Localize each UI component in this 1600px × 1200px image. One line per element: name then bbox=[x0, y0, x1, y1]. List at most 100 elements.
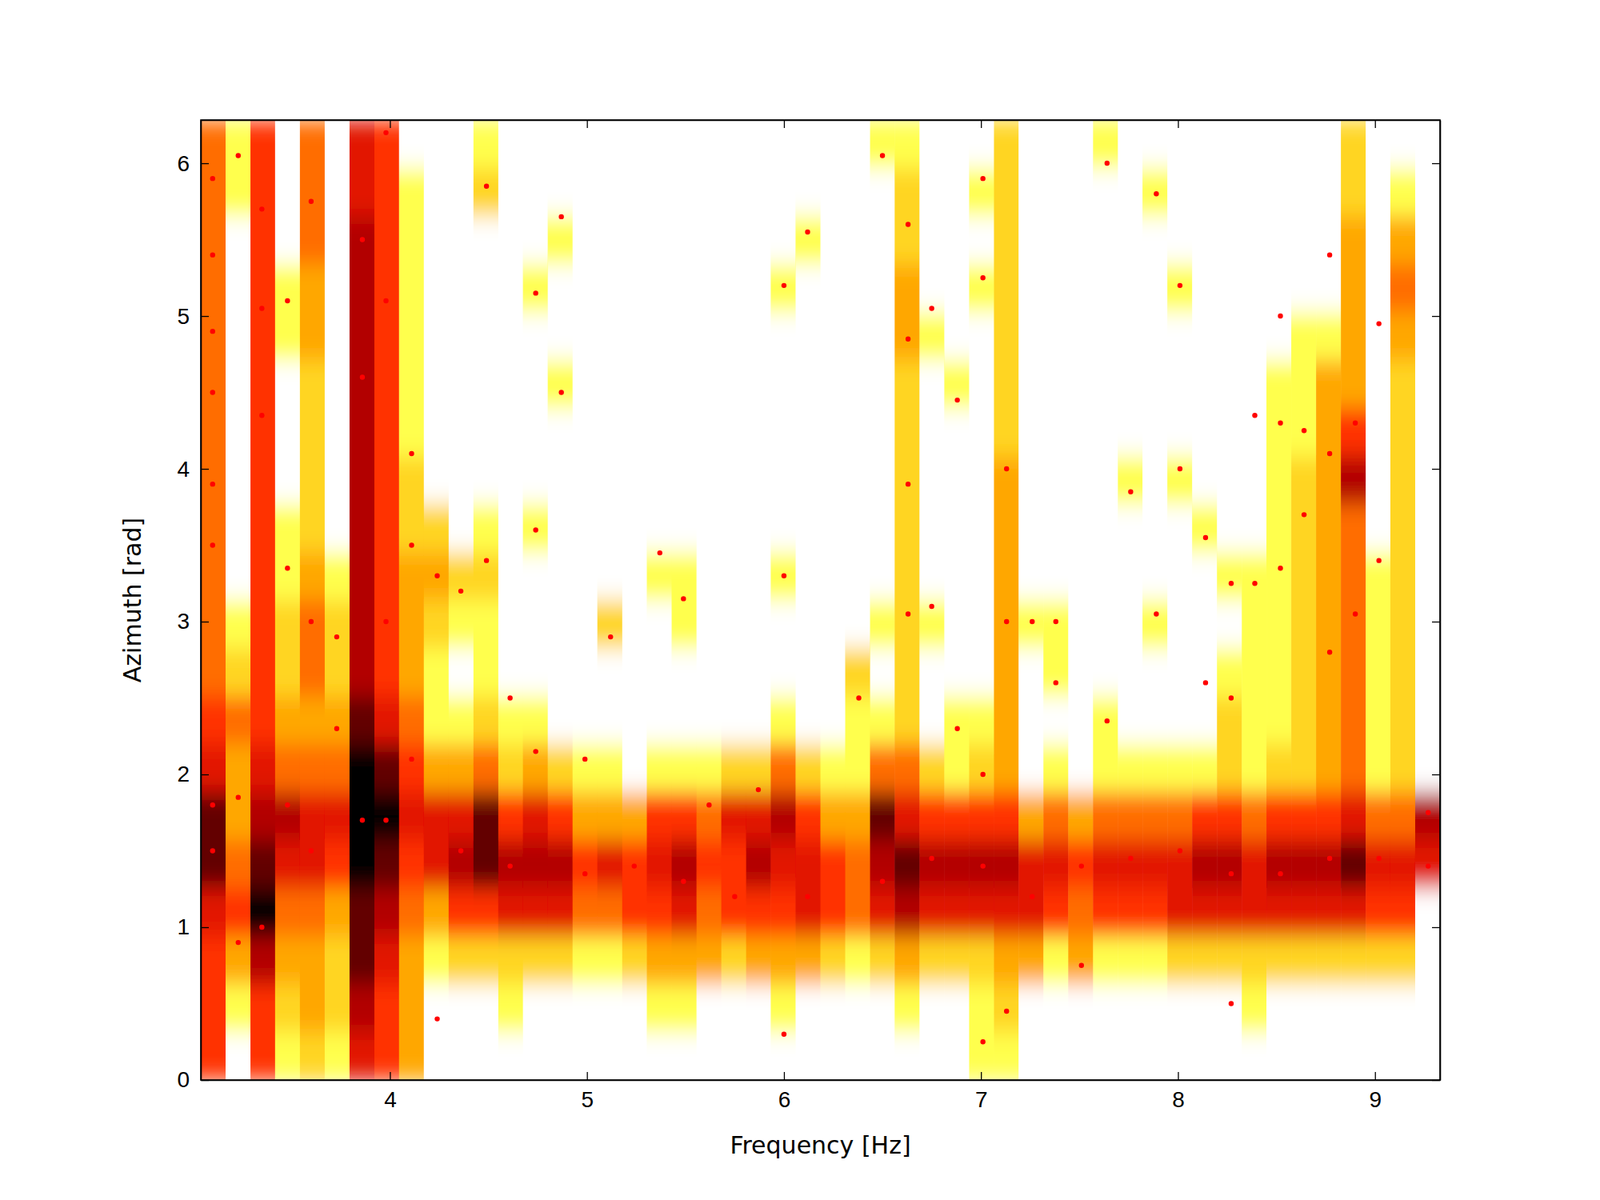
heat-cell bbox=[374, 551, 400, 600]
heat-cell bbox=[1291, 984, 1317, 1033]
tick: 3 bbox=[176, 608, 209, 634]
heat-cell bbox=[1390, 120, 1416, 168]
heat-cell bbox=[721, 791, 748, 840]
peak-point bbox=[1327, 252, 1332, 257]
heat-cell bbox=[200, 791, 227, 840]
heat-cell bbox=[548, 648, 574, 697]
plot-area bbox=[200, 120, 1440, 1080]
heat-cell bbox=[944, 263, 970, 312]
heat-cell bbox=[870, 408, 896, 457]
heat-cell bbox=[770, 984, 796, 1033]
heat-cell bbox=[1390, 263, 1416, 312]
heat-cell bbox=[870, 936, 896, 985]
heat-cell bbox=[1142, 455, 1168, 504]
heat-cell bbox=[894, 263, 920, 312]
heat-cell bbox=[448, 791, 475, 840]
heat-cell bbox=[993, 599, 1019, 648]
heat-cell bbox=[1117, 360, 1143, 409]
heat-cell bbox=[1241, 984, 1267, 1033]
heat-cell bbox=[1340, 551, 1367, 600]
heat-cell bbox=[1415, 408, 1440, 457]
heat-cell bbox=[523, 936, 549, 985]
heat-cell bbox=[919, 887, 945, 936]
heat-cell bbox=[597, 311, 624, 360]
heat-cell bbox=[795, 648, 821, 697]
heat-cell bbox=[324, 503, 351, 552]
peak-point bbox=[1376, 320, 1381, 326]
heat-cell bbox=[820, 839, 847, 888]
heat-cell bbox=[548, 503, 574, 552]
heat-cell bbox=[275, 984, 301, 1033]
heat-cell bbox=[1092, 120, 1119, 168]
heat-cell bbox=[1068, 696, 1094, 745]
heat-cell bbox=[746, 408, 772, 457]
heat-cell bbox=[1018, 263, 1044, 312]
heat-cell bbox=[399, 1032, 425, 1080]
heat-cell bbox=[721, 551, 748, 600]
heat-cell bbox=[1092, 311, 1119, 360]
heat-cell bbox=[424, 648, 450, 697]
heat-cell bbox=[894, 311, 920, 360]
peak-point bbox=[905, 611, 911, 616]
heat-cell bbox=[1092, 744, 1119, 793]
heat-cell bbox=[1266, 408, 1292, 457]
heat-cell bbox=[919, 360, 945, 409]
heat-cell bbox=[1415, 887, 1440, 936]
heat-cell bbox=[1192, 408, 1218, 457]
heat-cell bbox=[1266, 744, 1292, 793]
heat-cell bbox=[225, 744, 252, 793]
heat-cell bbox=[795, 360, 821, 409]
heat-cell bbox=[721, 455, 748, 504]
heat-cell bbox=[275, 263, 301, 312]
heat-cell bbox=[795, 696, 821, 745]
heat-cell bbox=[250, 791, 276, 840]
peak-point bbox=[1277, 871, 1283, 876]
peak-point bbox=[1228, 871, 1234, 876]
heat-cell bbox=[1216, 1032, 1243, 1080]
heat-cell bbox=[746, 215, 772, 264]
heat-cell bbox=[870, 263, 896, 312]
heatmap bbox=[200, 120, 1440, 1080]
heat-cell bbox=[622, 839, 648, 888]
heat-cell bbox=[374, 360, 400, 409]
heat-cell bbox=[548, 408, 574, 457]
heat-cell bbox=[1142, 791, 1168, 840]
heat-cell bbox=[721, 744, 748, 793]
heat-cell bbox=[399, 503, 425, 552]
heat-cell bbox=[647, 696, 673, 745]
heat-cell bbox=[795, 120, 821, 168]
heat-cell bbox=[845, 360, 872, 409]
heat-cell bbox=[324, 744, 351, 793]
heat-cell bbox=[1142, 120, 1168, 168]
heat-cell bbox=[1291, 936, 1317, 985]
heat-cell bbox=[374, 311, 400, 360]
heat-cell bbox=[1192, 696, 1218, 745]
heat-cell bbox=[498, 936, 524, 985]
heat-cell bbox=[473, 1032, 500, 1080]
heat-cell bbox=[993, 1032, 1019, 1080]
heat-cell bbox=[1167, 744, 1193, 793]
heat-cell bbox=[1043, 696, 1069, 745]
peak-point bbox=[308, 619, 314, 624]
heat-cell bbox=[548, 360, 574, 409]
peak-point bbox=[383, 817, 388, 823]
heat-cell bbox=[1340, 311, 1367, 360]
heat-cell bbox=[349, 696, 376, 745]
heat-cell bbox=[300, 744, 326, 793]
heat-cell bbox=[622, 791, 648, 840]
peak-point bbox=[954, 726, 960, 732]
heat-cell bbox=[473, 503, 500, 552]
heat-cell bbox=[870, 551, 896, 600]
heat-cell bbox=[324, 599, 351, 648]
heat-cell bbox=[696, 215, 723, 264]
peak-point bbox=[507, 695, 512, 700]
heat-cell bbox=[820, 648, 847, 697]
peak-point bbox=[928, 305, 934, 311]
heat-cell bbox=[746, 936, 772, 985]
peak-point bbox=[308, 848, 314, 853]
heat-cell bbox=[200, 551, 227, 600]
heat-cell bbox=[1316, 984, 1342, 1033]
heat-cell bbox=[795, 1032, 821, 1080]
heat-cell bbox=[944, 791, 970, 840]
heat-cell bbox=[968, 887, 995, 936]
